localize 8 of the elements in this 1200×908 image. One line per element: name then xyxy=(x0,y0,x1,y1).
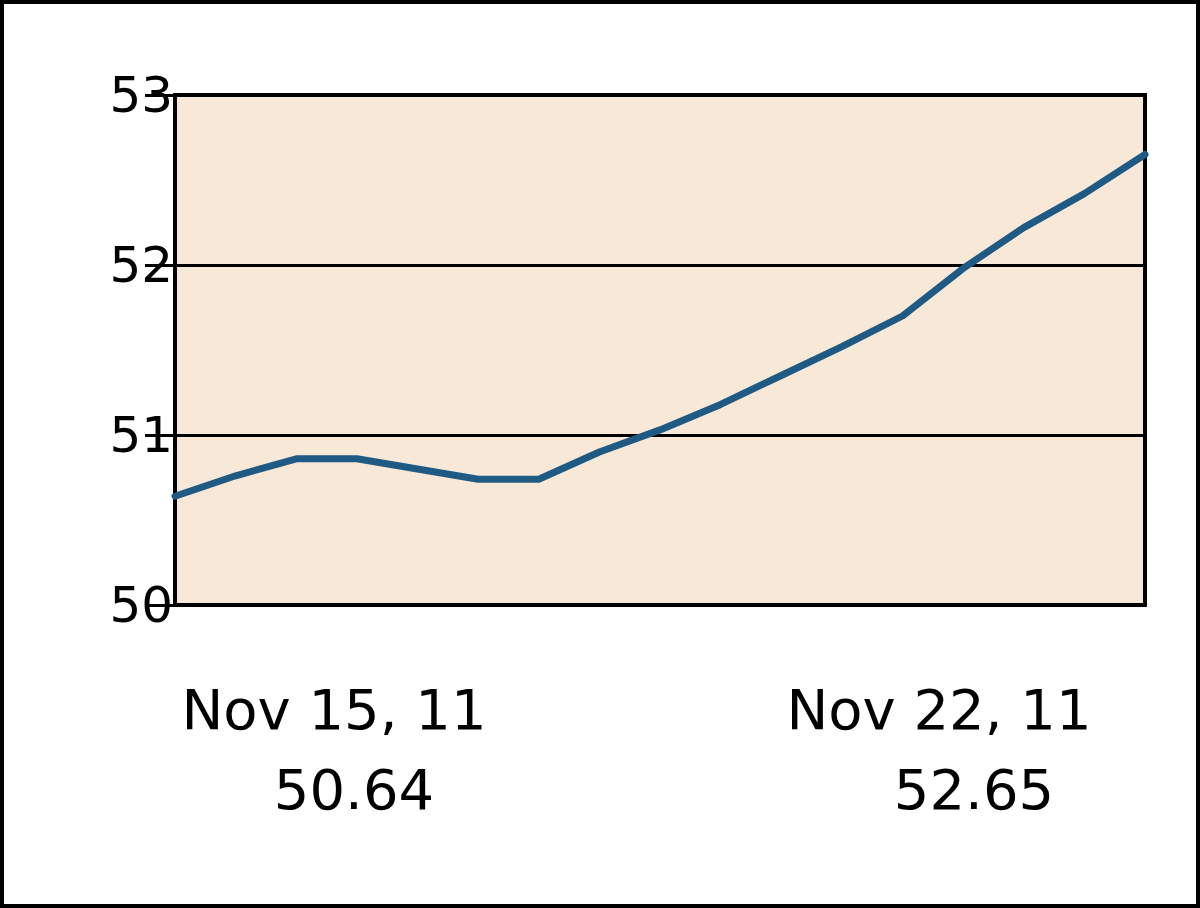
y-tick-label: 52 xyxy=(109,236,173,294)
text: Nov 22, 11 xyxy=(786,676,1092,742)
y-tick-label: 51 xyxy=(109,406,173,464)
text: 50.64 xyxy=(273,756,435,822)
y-tick-label: 53 xyxy=(109,66,173,124)
text: 52.65 xyxy=(893,756,1055,822)
y-tick-label: 50 xyxy=(109,576,173,634)
text: Nov 15, 11 xyxy=(181,676,487,742)
